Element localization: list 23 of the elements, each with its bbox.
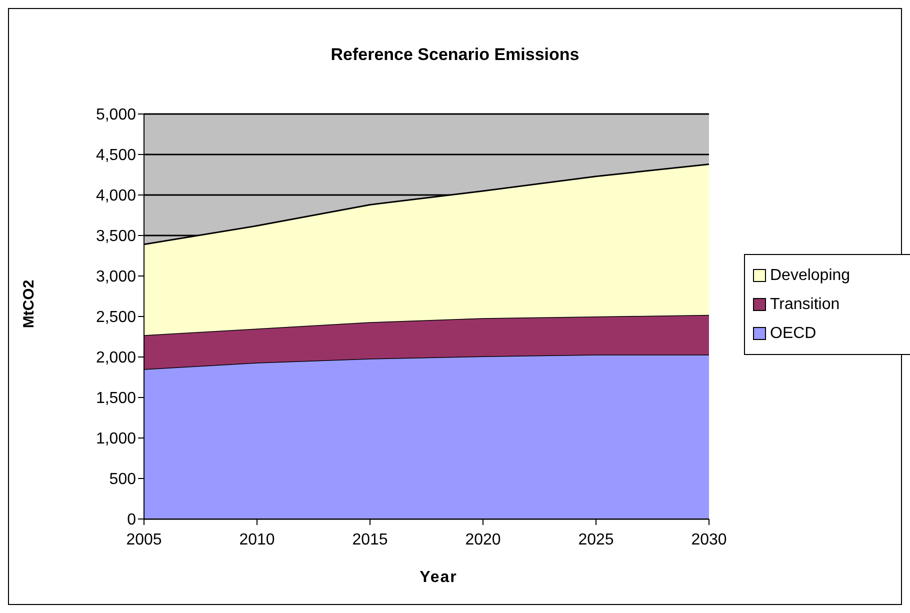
x-tick-label: 2005 — [126, 531, 162, 548]
legend-label: Transition — [770, 296, 840, 314]
legend-label: Developing — [770, 266, 850, 284]
y-tick-label: 1,000 — [96, 430, 136, 448]
y-tick-label: 0 — [127, 512, 136, 529]
x-tick-label: 2020 — [465, 531, 501, 548]
y-tick-label: 3,000 — [96, 268, 136, 286]
x-tick-label: 2015 — [352, 531, 388, 548]
y-tick-label: 2,000 — [96, 350, 136, 367]
x-tick-label: 2025 — [578, 531, 614, 548]
legend-label: OECD — [770, 324, 816, 342]
y-tick-label: 4,000 — [96, 188, 136, 205]
y-tick-label: 3,500 — [96, 228, 136, 246]
y-tick-label: 1,500 — [96, 390, 136, 408]
chart-title: Reference Scenario Emissions — [330, 45, 580, 65]
x-tick-label: 2010 — [239, 531, 275, 548]
y-tick-label: 4,500 — [96, 147, 136, 164]
x-axis-title: Year — [418, 569, 458, 587]
y-tick-label: 2,500 — [96, 309, 136, 326]
x-tick-label: 2030 — [691, 531, 727, 548]
y-tick-label: 5,000 — [96, 106, 136, 124]
y-tick-label: 500 — [109, 471, 136, 488]
y-axis-title: MtCO2 — [20, 280, 38, 328]
